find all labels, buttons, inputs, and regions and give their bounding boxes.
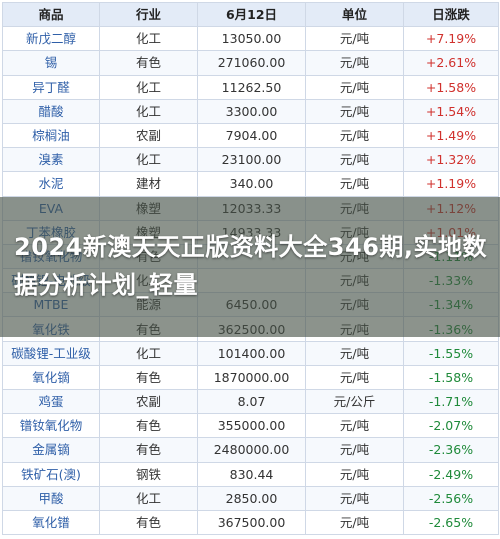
price-cell: 355000.00 xyxy=(197,413,306,439)
commodity-name-cell[interactable]: 铁矿石(澳) xyxy=(2,461,100,487)
industry-cell: 农副 xyxy=(99,388,198,415)
price-cell: 271060.00 xyxy=(197,50,306,76)
header-date-price[interactable]: 6月12日 xyxy=(197,1,306,28)
change-cell: -1.55% xyxy=(403,340,499,366)
price-cell: 1870000.00 xyxy=(197,364,306,391)
change-cell: -2.65% xyxy=(403,509,499,536)
price-cell: 340.00 xyxy=(197,171,306,197)
price-cell: 23100.00 xyxy=(197,147,306,173)
unit-cell: 元/吨 xyxy=(305,485,404,511)
price-cell: 7904.00 xyxy=(197,122,306,149)
unit-cell: 元/吨 xyxy=(305,26,404,52)
price-cell: 2480000.00 xyxy=(197,437,306,463)
commodity-name-cell[interactable]: 溴素 xyxy=(2,147,100,173)
change-cell: +7.19% xyxy=(403,26,499,52)
commodity-name-cell[interactable]: 鸡蛋 xyxy=(2,388,100,415)
commodity-name-cell[interactable]: 甲酸 xyxy=(2,485,100,511)
price-cell: 2850.00 xyxy=(197,485,306,511)
unit-cell: 元/吨 xyxy=(305,122,404,149)
watermark-banner xyxy=(0,197,500,337)
change-cell: +1.54% xyxy=(403,98,499,124)
table-row[interactable]: 镨钕氧化物 有色 355000.00 元/吨 -2.07% xyxy=(2,413,499,439)
industry-cell: 钢铁 xyxy=(99,461,198,487)
header-daily-change[interactable]: 日涨跌 xyxy=(403,1,499,28)
unit-cell: 元/吨 xyxy=(305,461,404,487)
table-row[interactable]: 金属镝 有色 2480000.00 元/吨 -2.36% xyxy=(2,437,499,463)
commodity-name-cell[interactable]: 棕榈油 xyxy=(2,122,100,149)
commodity-name-cell[interactable]: 镨钕氧化物 xyxy=(2,413,100,439)
industry-cell: 农副 xyxy=(99,122,198,149)
industry-cell: 化工 xyxy=(99,74,198,100)
industry-cell: 有色 xyxy=(99,50,198,76)
watermark-text: 2024新澳天天正版资料大全346期,实地数据分析计划_轻量 xyxy=(14,233,488,299)
table-row[interactable]: 锡有色 271060.00 元/吨 +2.61% xyxy=(2,50,499,76)
unit-cell: 元/吨 xyxy=(305,364,404,391)
table-row[interactable]: 水泥 建材 340.00 元/吨 +1.19% xyxy=(2,171,499,197)
change-cell: -2.56% xyxy=(403,485,499,511)
table-row[interactable]: 醋酸 化工 3300.00 元/吨 +1.54% xyxy=(2,98,499,124)
price-cell: 8.07 xyxy=(197,388,306,415)
price-cell: 367500.00 xyxy=(197,509,306,536)
header-industry[interactable]: 行业 xyxy=(99,1,198,28)
unit-cell: 元/吨 xyxy=(305,340,404,366)
industry-cell: 有色 xyxy=(99,509,198,536)
change-cell: +1.58% xyxy=(403,74,499,100)
change-cell: +1.49% xyxy=(403,122,499,149)
unit-cell: 元/吨 xyxy=(305,147,404,173)
industry-cell: 化工 xyxy=(99,147,198,173)
industry-cell: 化工 xyxy=(99,485,198,511)
table-row[interactable]: 甲酸 化工 2850.00 元/吨 -2.56% xyxy=(2,485,499,511)
header-commodity[interactable]: 商品 xyxy=(2,1,100,28)
change-cell: -1.71% xyxy=(403,388,499,415)
price-cell: 101400.00 xyxy=(197,340,306,366)
commodity-name-cell[interactable]: 氧化镨 xyxy=(2,509,100,536)
unit-cell: 元/吨 xyxy=(305,413,404,439)
change-cell: +1.19% xyxy=(403,171,499,197)
industry-cell: 建材 xyxy=(99,171,198,197)
table-row[interactable]: 鸡蛋 农副 8.07 元/公斤 -1.71% xyxy=(2,388,499,415)
unit-cell: 元/吨 xyxy=(305,171,404,197)
commodity-name-cell[interactable]: 水泥 xyxy=(2,171,100,197)
industry-cell: 化工 xyxy=(99,98,198,124)
price-cell: 11262.50 xyxy=(197,74,306,100)
unit-cell: 元/吨 xyxy=(305,74,404,100)
table-row[interactable]: 铁矿石(澳) 钢铁 830.44 元/吨 -2.49% xyxy=(2,461,499,487)
price-cell: 830.44 xyxy=(197,461,306,487)
change-cell: +2.61% xyxy=(403,50,499,76)
table-header-row: 商品 行业 6月12日 单位 日涨跌 xyxy=(2,1,499,28)
industry-cell: 有色 xyxy=(99,413,198,439)
commodity-name-cell[interactable]: 碳酸锂-工业级 xyxy=(2,340,100,366)
table-row[interactable]: 溴素 化工 23100.00 元/吨 +1.32% xyxy=(2,147,499,173)
unit-cell: 元/吨 xyxy=(305,50,404,76)
industry-cell: 有色 xyxy=(99,437,198,463)
table-row[interactable]: 新戊二醇 化工 13050.00 元/吨 +7.19% xyxy=(2,26,499,52)
commodity-name-cell[interactable]: 醋酸 xyxy=(2,98,100,124)
table-row[interactable]: 氧化镨 有色 367500.00 元/吨 -2.65% xyxy=(2,509,499,536)
header-unit[interactable]: 单位 xyxy=(305,1,404,28)
change-cell: -2.49% xyxy=(403,461,499,487)
commodity-name-cell[interactable]: 金属镝 xyxy=(2,437,100,463)
industry-cell: 化工 xyxy=(99,340,198,366)
table-row[interactable]: 异丁醛 化工 11262.50 元/吨 +1.58% xyxy=(2,74,499,100)
change-cell: -2.36% xyxy=(403,437,499,463)
commodity-name-cell[interactable]: 新戊二醇 xyxy=(2,26,100,52)
change-cell: -1.58% xyxy=(403,364,499,391)
price-cell: 13050.00 xyxy=(197,26,306,52)
commodity-name-cell[interactable]: 异丁醛 xyxy=(2,74,100,100)
unit-cell: 元/吨 xyxy=(305,98,404,124)
unit-cell: 元/吨 xyxy=(305,509,404,536)
commodity-name-cell[interactable]: 锡 xyxy=(2,50,100,76)
unit-cell: 元/公斤 xyxy=(305,388,404,415)
change-cell: -2.07% xyxy=(403,413,499,439)
industry-cell: 有色 xyxy=(99,364,198,391)
unit-cell: 元/吨 xyxy=(305,437,404,463)
table-row[interactable]: 棕榈油 农副 7904.00 元/吨 +1.49% xyxy=(2,122,499,149)
table-row[interactable]: 氧化镝 有色 1870000.00 元/吨 -1.58% xyxy=(2,364,499,391)
industry-cell: 化工 xyxy=(99,26,198,52)
change-cell: +1.32% xyxy=(403,147,499,173)
commodity-name-cell[interactable]: 氧化镝 xyxy=(2,364,100,391)
table-row[interactable]: 碳酸锂-工业级 化工 101400.00 元/吨 -1.55% xyxy=(2,340,499,366)
price-cell: 3300.00 xyxy=(197,98,306,124)
